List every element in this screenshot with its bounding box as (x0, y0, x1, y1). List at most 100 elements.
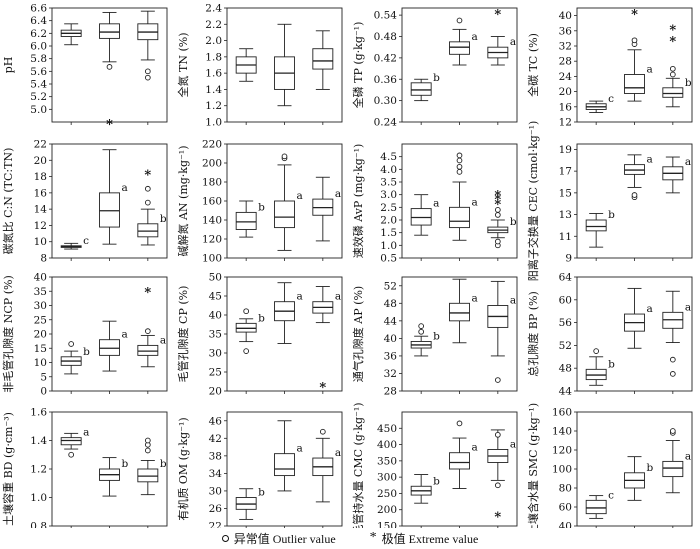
y-axis-label: 土壤含水量 SMC (g·kg⁻¹) (526, 403, 540, 528)
box-E: a (662, 290, 691, 377)
significance-letter: a (433, 198, 439, 210)
significance-letter: c (608, 93, 614, 105)
y-tick-label: 40 (209, 310, 222, 322)
box-E (137, 10, 159, 81)
outlier-point (494, 238, 501, 245)
extreme-point: * (669, 34, 676, 49)
y-tick-label: 9 (565, 253, 572, 265)
y-tick-label: 46 (209, 415, 223, 427)
box-iqr (449, 302, 470, 322)
y-axis-label: 全磷 TP (g·kg⁻¹) (351, 22, 365, 109)
box-iqr (585, 499, 607, 515)
significance-letter: a (297, 291, 303, 303)
outlier-point (281, 153, 288, 160)
significance-letter: a (472, 442, 478, 454)
y-tick-label: 5.2 (30, 91, 47, 103)
significance-letter: a (472, 31, 478, 43)
outlier-circle-icon (221, 534, 229, 542)
panel-6: 100 120 140 160 180 200 220 碱解氮 AN (mg·kg⁻¹) b a a (176, 139, 343, 265)
y-tick-label: 3.5 (380, 177, 397, 189)
y-tick-label: 10 (34, 357, 47, 369)
box-G: b (410, 323, 440, 357)
y-tick-label: 150 (377, 521, 397, 529)
y-tick-label: 64 (559, 272, 573, 284)
box-G: b (585, 209, 615, 248)
significance-letter: a (685, 301, 691, 313)
y-tick-label: 160 (552, 407, 572, 419)
significance-letter: b (160, 213, 167, 225)
y-tick-label: 1.2 (205, 100, 222, 112)
y-tick-label: 0.48 (374, 31, 397, 43)
panel-8: 9 11 13 15 17 19 阳离子交换量 CEC (cmol·kg⁻¹) b a a (526, 121, 693, 281)
y-tick-label: 50 (209, 272, 222, 284)
y-tick-label: 25 (34, 314, 47, 326)
box-iqr (99, 192, 120, 228)
y-tick-label: 300 (377, 472, 397, 484)
y-tick-label: 400 (377, 439, 397, 451)
outlier-point (243, 308, 250, 315)
y-tick-label: 350 (377, 455, 397, 467)
y-axis-label: 通气孔隙度 AP (%) (351, 286, 365, 382)
extreme-point: * (319, 380, 326, 395)
y-axis-label: pH (2, 57, 15, 74)
outlier-point (418, 323, 425, 329)
y-tick-label: 36 (384, 350, 398, 362)
outlier-point (144, 328, 151, 335)
y-tick-label: 5 (40, 371, 47, 383)
significance-letter: a (647, 64, 653, 76)
y-tick-label: 2.0 (205, 35, 222, 47)
outlier-point (456, 163, 463, 170)
y-axis-label: 碳氮比 C:N (TC:TN) (1, 148, 15, 255)
box-G: b (410, 474, 440, 504)
significance-letter: a (335, 188, 341, 200)
outlier-point (669, 356, 676, 363)
outlier-point (456, 17, 463, 24)
box-iqr (60, 437, 82, 446)
y-axis-label: 总孔隙度 BP (%) (526, 291, 540, 377)
outlier-point (494, 431, 501, 438)
y-tick-label: 17 (559, 166, 572, 178)
significance-letter: a (685, 156, 691, 168)
outlier-point (494, 482, 501, 489)
box-iqr (137, 223, 159, 238)
y-tick-label: 0 (40, 386, 47, 398)
significance-letter: b (608, 209, 615, 221)
outlier-point (593, 348, 600, 354)
y-tick-label: 48 (559, 363, 572, 375)
y-tick-label: 38 (209, 450, 222, 462)
significance-letter: b (608, 358, 615, 370)
box-E: *a (137, 285, 166, 368)
outlier-point (418, 328, 425, 335)
legend: 异常值 Outlier value * 极值 Extreme value (0, 529, 700, 547)
extreme-point: * (144, 168, 151, 183)
legend-outlier: 异常值 Outlier value (221, 530, 336, 547)
y-tick-label: 56 (559, 317, 573, 329)
panel-7: 0.51.01.52.02.53.03.54.04.5 速效磷 AvP (mg·k… (351, 143, 518, 265)
box-E (312, 30, 334, 90)
y-axis-label: 毛管持水量 CMC (g·kg⁻¹) (351, 402, 365, 528)
y-tick-label: 30 (34, 300, 47, 312)
y-tick-label: 30 (209, 348, 222, 360)
y-tick-label: 1.0 (30, 492, 47, 504)
outlier-point (144, 68, 151, 75)
box-C: b (99, 457, 129, 497)
y-tick-label: 4.5 (380, 151, 397, 163)
box-iqr (449, 452, 470, 470)
y-tick-label: 60 (559, 502, 572, 514)
significance-letter: a (297, 190, 303, 202)
y-tick-label: 80 (559, 483, 572, 495)
box-iqr (235, 211, 257, 230)
box-C: a (99, 149, 128, 245)
outlier-point (106, 64, 113, 70)
extreme-point: * (631, 8, 638, 23)
box-G: b (410, 72, 440, 102)
y-axis-label: 速效磷 AvP (mg·kg⁻¹) (351, 144, 365, 259)
significance-letter: a (685, 450, 691, 462)
y-tick-label: 22 (34, 139, 47, 151)
box-C: a (624, 154, 653, 201)
y-tick-label: 1.6 (205, 68, 222, 80)
y-tick-label: 8 (40, 253, 47, 265)
y-tick-label: 52 (559, 340, 572, 352)
box-iqr (99, 339, 120, 356)
extreme-point: * (669, 23, 676, 38)
